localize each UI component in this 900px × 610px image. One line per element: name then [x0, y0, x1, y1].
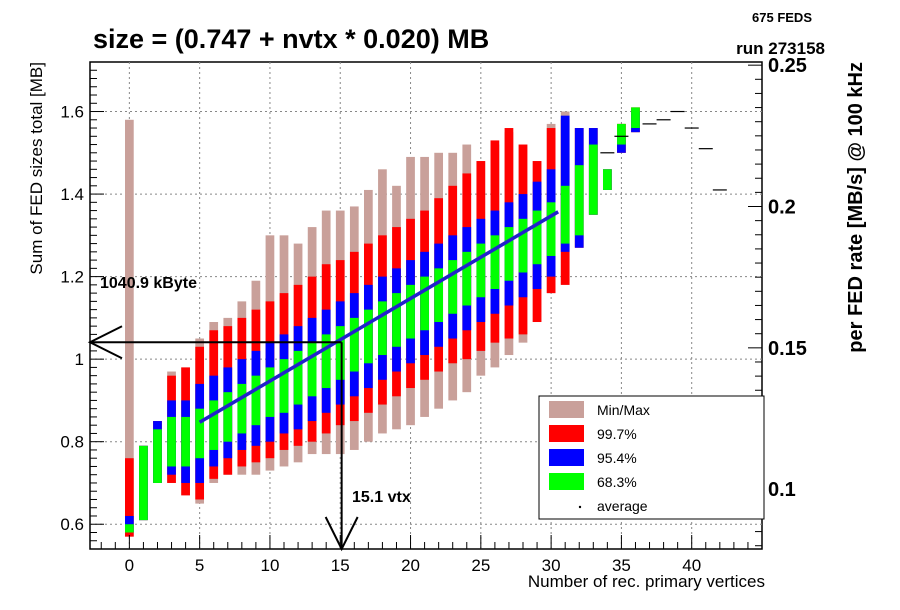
bin-683	[532, 210, 542, 265]
legend-label: 68.3%	[597, 474, 637, 490]
bin-683	[631, 107, 640, 129]
bin-683	[307, 342, 317, 397]
bin-683	[518, 218, 528, 273]
x-tick-label: 15	[331, 556, 350, 575]
bin-683	[392, 293, 401, 347]
bin-683	[279, 359, 289, 413]
vtx-annotation: 15.1 vtx	[352, 489, 411, 506]
x-tick-label: 35	[612, 556, 631, 575]
bin-683	[462, 251, 472, 306]
bin-683	[321, 334, 331, 389]
bin-683	[490, 235, 500, 289]
x-tick-label: 0	[125, 556, 134, 575]
y-axis-label: Sum of FED sizes total [MB]	[27, 62, 46, 275]
bin-683	[476, 243, 486, 298]
y-tick-label: 1.2	[60, 268, 84, 287]
x-tick-label: 25	[471, 556, 490, 575]
right-axis-label: per FED rate [MB/s] @ 100 kHz	[845, 62, 867, 353]
average-fit-line	[198, 210, 560, 424]
bin-683	[574, 165, 584, 236]
bin-683	[420, 276, 429, 331]
axes-group: 0 5 10 15 20 25 30 35 40 0.6 0.8 1 1.2 1.4 1.6 0.1 0.15 0…	[60, 55, 807, 575]
y2-tick-label: 0.25	[768, 55, 807, 77]
bin-683	[406, 284, 415, 339]
bin-683	[434, 268, 444, 323]
y-tick-label: 1	[75, 350, 84, 369]
x-tick-label: 30	[542, 556, 561, 575]
bin-683	[153, 429, 162, 483]
legend-swatch-average	[578, 505, 582, 509]
legend-swatch	[549, 401, 584, 418]
bin-683	[602, 169, 612, 190]
bin-683	[546, 202, 556, 256]
legend-label: average	[597, 498, 648, 514]
x-axis-label: Number of rec. primary vertices	[528, 572, 765, 591]
legend-label: 99.7%	[597, 426, 637, 442]
bin-683	[265, 367, 275, 417]
y-tick-label: 1.4	[60, 185, 84, 204]
bin-683	[293, 350, 303, 405]
bin-683	[504, 227, 514, 281]
bin-683	[335, 326, 345, 380]
bin-683	[378, 301, 387, 356]
bin-683	[617, 123, 626, 145]
x-tick-label: 40	[682, 556, 701, 575]
legend-label: 95.4%	[597, 450, 637, 466]
y-tick-label: 0.8	[60, 433, 84, 452]
bin-997	[125, 458, 134, 537]
bin-683	[448, 260, 458, 314]
y2-tick-label: 0.2	[768, 197, 796, 219]
feds-count-label: 675 FEDS	[752, 10, 812, 25]
legend: Min/Max 99.7% 95.4% 68.3% average	[538, 395, 765, 520]
legend-swatch	[549, 425, 584, 442]
bin-954	[560, 115, 570, 252]
bin-683	[237, 383, 247, 434]
bin-683	[139, 445, 148, 521]
y-tick-label: 1.6	[60, 103, 84, 122]
bin-683	[560, 185, 570, 244]
bin-minmax	[125, 119, 134, 537]
run-number-label: run 273158	[736, 39, 825, 58]
vtx-arrow-head	[324, 516, 359, 552]
bin-683	[125, 524, 134, 533]
legend-swatch	[549, 473, 584, 490]
bin-683	[223, 392, 233, 442]
bin-683	[195, 408, 205, 459]
legend-label: Min/Max	[597, 402, 650, 418]
chart-title: size = (0.747 + nvtx * 0.020) MB	[93, 24, 489, 54]
legend-swatch	[549, 449, 584, 466]
bin-683	[181, 416, 190, 467]
y-tick-label: 0.6	[60, 515, 84, 534]
bin-683	[588, 144, 598, 215]
size-annotation: 1040.9 kByte	[100, 275, 197, 292]
bin-683	[349, 317, 359, 372]
bin-683	[167, 416, 176, 467]
bin-683	[364, 309, 373, 364]
y2-tick-label: 0.1	[768, 479, 796, 501]
x-tick-label: 5	[195, 556, 204, 575]
x-tick-label: 20	[401, 556, 420, 575]
x-tick-label: 10	[260, 556, 279, 575]
bin-683	[209, 400, 219, 450]
y2-tick-label: 0.15	[768, 338, 807, 360]
bin-683	[251, 375, 261, 426]
